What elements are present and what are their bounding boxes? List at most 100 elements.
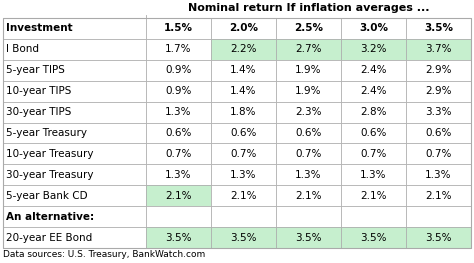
- Text: 2.7%: 2.7%: [295, 44, 322, 54]
- Text: 2.9%: 2.9%: [425, 86, 452, 96]
- Text: 0.7%: 0.7%: [360, 149, 387, 159]
- Text: 2.8%: 2.8%: [360, 107, 387, 117]
- Text: 1.9%: 1.9%: [295, 65, 322, 75]
- Text: 1.3%: 1.3%: [230, 170, 256, 180]
- Bar: [341, 60, 406, 81]
- Bar: [341, 227, 406, 248]
- Text: 10-year TIPS: 10-year TIPS: [6, 86, 72, 96]
- Bar: [211, 206, 276, 227]
- Text: 1.3%: 1.3%: [425, 170, 452, 180]
- Text: 1.3%: 1.3%: [165, 170, 191, 180]
- Bar: [146, 18, 211, 39]
- Bar: [406, 60, 471, 81]
- Bar: [211, 227, 276, 248]
- Bar: [341, 123, 406, 143]
- Bar: [146, 123, 211, 143]
- Bar: [146, 227, 211, 248]
- Text: 3.5%: 3.5%: [360, 232, 387, 242]
- Text: 2.1%: 2.1%: [165, 191, 191, 201]
- Bar: [406, 102, 471, 123]
- Bar: [3, 227, 146, 248]
- Text: 5-year TIPS: 5-year TIPS: [6, 65, 65, 75]
- Bar: [341, 143, 406, 164]
- Bar: [276, 18, 341, 39]
- Bar: [276, 185, 341, 206]
- Text: 5-year Treasury: 5-year Treasury: [6, 128, 87, 138]
- Text: 2.4%: 2.4%: [360, 86, 387, 96]
- Text: 1.3%: 1.3%: [295, 170, 322, 180]
- Bar: [211, 60, 276, 81]
- Bar: [3, 39, 146, 60]
- Text: 3.5%: 3.5%: [230, 232, 256, 242]
- Text: 0.6%: 0.6%: [295, 128, 321, 138]
- Bar: [406, 123, 471, 143]
- Text: I Bond: I Bond: [6, 44, 39, 54]
- Text: 20-year EE Bond: 20-year EE Bond: [6, 232, 92, 242]
- Bar: [3, 18, 146, 39]
- Bar: [276, 164, 341, 185]
- Bar: [341, 81, 406, 102]
- Bar: [146, 164, 211, 185]
- Bar: [3, 60, 146, 81]
- Text: 0.6%: 0.6%: [230, 128, 256, 138]
- Bar: [146, 185, 211, 206]
- Text: Data sources: U.S. Treasury, BankWatch.com: Data sources: U.S. Treasury, BankWatch.c…: [3, 250, 205, 259]
- Bar: [341, 39, 406, 60]
- Bar: [211, 143, 276, 164]
- Bar: [276, 143, 341, 164]
- Text: Investment: Investment: [6, 23, 73, 33]
- Text: 2.2%: 2.2%: [230, 44, 256, 54]
- Bar: [146, 60, 211, 81]
- Bar: [146, 39, 211, 60]
- Bar: [341, 102, 406, 123]
- Text: 0.7%: 0.7%: [425, 149, 452, 159]
- Bar: [3, 102, 146, 123]
- Text: 0.7%: 0.7%: [230, 149, 256, 159]
- Bar: [406, 81, 471, 102]
- Text: 2.1%: 2.1%: [360, 191, 387, 201]
- Bar: [276, 102, 341, 123]
- Bar: [3, 164, 146, 185]
- Bar: [211, 123, 276, 143]
- Text: 3.5%: 3.5%: [425, 232, 452, 242]
- Text: 2.1%: 2.1%: [295, 191, 322, 201]
- Bar: [406, 143, 471, 164]
- Bar: [406, 164, 471, 185]
- Bar: [276, 227, 341, 248]
- Bar: [211, 18, 276, 39]
- Text: 0.7%: 0.7%: [295, 149, 321, 159]
- Bar: [3, 206, 146, 227]
- Bar: [3, 123, 146, 143]
- Text: 1.8%: 1.8%: [230, 107, 256, 117]
- Bar: [146, 102, 211, 123]
- Bar: [341, 164, 406, 185]
- Text: 1.3%: 1.3%: [360, 170, 387, 180]
- Text: 1.9%: 1.9%: [295, 86, 322, 96]
- Bar: [211, 39, 276, 60]
- Text: 1.7%: 1.7%: [165, 44, 191, 54]
- Bar: [406, 227, 471, 248]
- Bar: [341, 18, 406, 39]
- Bar: [341, 185, 406, 206]
- Text: 3.0%: 3.0%: [359, 23, 388, 33]
- Text: 30-year Treasury: 30-year Treasury: [6, 170, 93, 180]
- Text: 3.7%: 3.7%: [425, 44, 452, 54]
- Bar: [341, 206, 406, 227]
- Text: 2.1%: 2.1%: [230, 191, 256, 201]
- Bar: [146, 206, 211, 227]
- Text: 0.7%: 0.7%: [165, 149, 191, 159]
- Text: 2.3%: 2.3%: [295, 107, 322, 117]
- Text: 0.6%: 0.6%: [425, 128, 452, 138]
- Bar: [276, 60, 341, 81]
- Text: Nominal return If inflation averages ...: Nominal return If inflation averages ...: [188, 3, 429, 13]
- Bar: [211, 81, 276, 102]
- Text: 2.1%: 2.1%: [425, 191, 452, 201]
- Bar: [406, 18, 471, 39]
- Text: 1.5%: 1.5%: [164, 23, 193, 33]
- Bar: [146, 143, 211, 164]
- Bar: [406, 206, 471, 227]
- Text: 0.9%: 0.9%: [165, 86, 191, 96]
- Bar: [3, 185, 146, 206]
- Text: 2.5%: 2.5%: [294, 23, 323, 33]
- Bar: [406, 39, 471, 60]
